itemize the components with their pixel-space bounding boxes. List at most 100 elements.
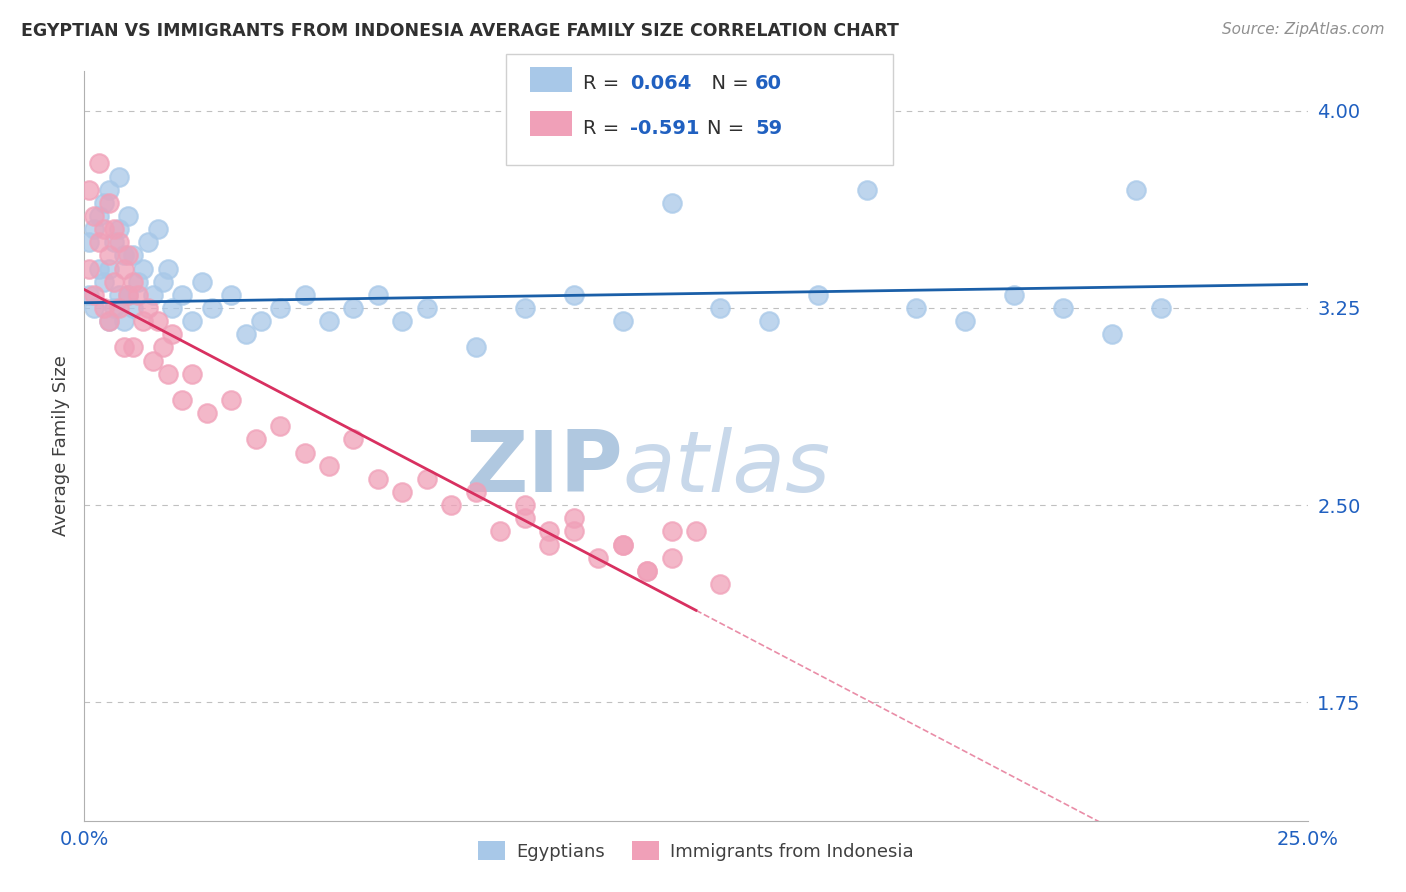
Point <box>612 538 634 552</box>
Point <box>112 314 135 328</box>
Point <box>127 288 149 302</box>
Point <box>107 301 129 315</box>
Point <box>172 288 194 302</box>
Point <box>440 498 463 512</box>
Point <box>97 261 120 276</box>
Point <box>122 301 145 315</box>
Point <box>489 524 512 539</box>
Point <box>249 314 271 328</box>
Text: N =: N = <box>699 74 755 93</box>
Point <box>367 288 389 302</box>
Point <box>132 261 155 276</box>
Point <box>132 314 155 328</box>
Point <box>181 314 204 328</box>
Point <box>1125 183 1147 197</box>
Point <box>612 314 634 328</box>
Point <box>953 314 976 328</box>
Point <box>661 550 683 565</box>
Point <box>562 511 585 525</box>
Point <box>562 524 585 539</box>
Point <box>136 301 159 315</box>
Point <box>513 498 536 512</box>
Text: EGYPTIAN VS IMMIGRANTS FROM INDONESIA AVERAGE FAMILY SIZE CORRELATION CHART: EGYPTIAN VS IMMIGRANTS FROM INDONESIA AV… <box>21 22 898 40</box>
Point <box>87 156 110 170</box>
Point <box>612 538 634 552</box>
Text: atlas: atlas <box>623 427 831 510</box>
Point <box>87 235 110 250</box>
Text: N =: N = <box>707 119 751 137</box>
Point <box>342 433 364 447</box>
Point <box>83 301 105 315</box>
Point <box>181 367 204 381</box>
Point <box>103 301 125 315</box>
Point <box>87 261 110 276</box>
Point <box>77 261 100 276</box>
Point <box>122 340 145 354</box>
Y-axis label: Average Family Size: Average Family Size <box>52 356 70 536</box>
Point <box>1002 288 1025 302</box>
Point <box>245 433 267 447</box>
Point <box>83 222 105 236</box>
Point <box>758 314 780 328</box>
Point <box>107 288 129 302</box>
Point <box>807 288 830 302</box>
Point <box>117 209 139 223</box>
Point <box>416 301 439 315</box>
Point <box>142 353 165 368</box>
Point <box>77 183 100 197</box>
Point <box>513 301 536 315</box>
Point <box>219 392 242 407</box>
Point <box>112 248 135 262</box>
Point <box>538 524 561 539</box>
Text: 60: 60 <box>755 74 782 93</box>
Point <box>107 235 129 250</box>
Point <box>97 314 120 328</box>
Point <box>269 419 291 434</box>
Point <box>661 524 683 539</box>
Point <box>103 222 125 236</box>
Text: 0.064: 0.064 <box>630 74 692 93</box>
Point <box>200 301 222 315</box>
Point <box>93 195 115 210</box>
Point <box>294 288 316 302</box>
Point <box>117 288 139 302</box>
Point <box>117 248 139 262</box>
Point <box>562 288 585 302</box>
Text: -0.591: -0.591 <box>630 119 699 137</box>
Point <box>636 564 658 578</box>
Point <box>1052 301 1074 315</box>
Point <box>294 445 316 459</box>
Point <box>97 248 120 262</box>
Point <box>83 288 105 302</box>
Point <box>367 472 389 486</box>
Point <box>103 275 125 289</box>
Point <box>235 327 257 342</box>
Point <box>117 288 139 302</box>
Point <box>107 222 129 236</box>
Point <box>107 169 129 184</box>
Point <box>464 485 486 500</box>
Point <box>127 275 149 289</box>
Point <box>709 577 731 591</box>
Point <box>97 314 120 328</box>
Point <box>905 301 928 315</box>
Point <box>122 248 145 262</box>
Point <box>464 340 486 354</box>
Point <box>103 235 125 250</box>
Point <box>513 511 536 525</box>
Point <box>156 367 179 381</box>
Point <box>709 301 731 315</box>
Point <box>1101 327 1123 342</box>
Point <box>318 314 340 328</box>
Point <box>636 564 658 578</box>
Point <box>391 314 413 328</box>
Point <box>269 301 291 315</box>
Point <box>586 550 609 565</box>
Legend: Egyptians, Immigrants from Indonesia: Egyptians, Immigrants from Indonesia <box>471 834 921 868</box>
Text: R =: R = <box>583 119 626 137</box>
Point <box>146 222 169 236</box>
Point <box>172 392 194 407</box>
Point <box>93 275 115 289</box>
Point <box>856 183 879 197</box>
Point <box>661 195 683 210</box>
